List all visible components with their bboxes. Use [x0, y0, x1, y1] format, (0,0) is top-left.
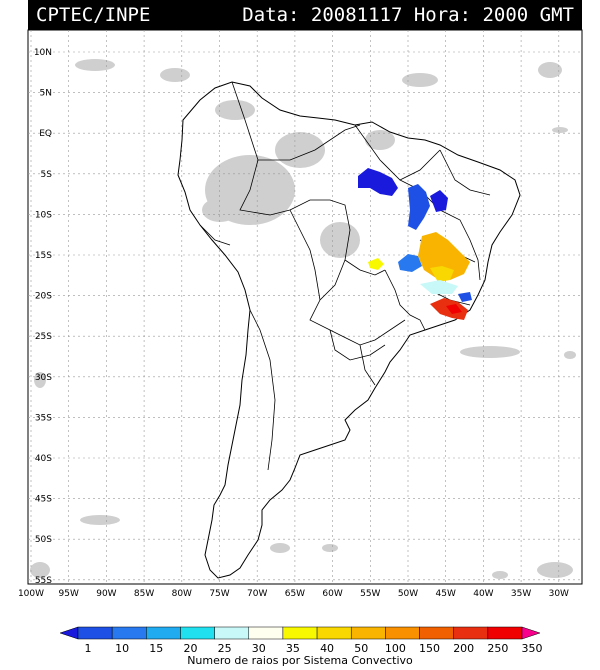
colorbar-tick-label: 35	[286, 642, 300, 655]
colorbar-segment	[77, 626, 113, 640]
storm-cluster-yellow-west	[368, 258, 384, 270]
colorbar-tick-label: 250	[487, 642, 508, 655]
colorbar-tick-label: 25	[218, 642, 232, 655]
date-time-label: Data: 20081117 Hora: 2000 GMT	[242, 4, 574, 26]
longitude-label: 40W	[473, 589, 493, 599]
latitude-label: 35S	[35, 413, 52, 423]
latitude-label: 5S	[41, 170, 53, 180]
colorbar-tick-label: 350	[522, 642, 543, 655]
map-frame	[27, 29, 583, 585]
storm-cluster-yellow	[430, 266, 454, 282]
storm-cluster-blue-central	[408, 184, 430, 230]
colorbar-tick-label: 1	[85, 642, 92, 655]
storm-cluster-blue-south	[458, 292, 472, 302]
latitude-label: 10N	[34, 48, 52, 58]
colorbar-caption: Numero de raios por Sistema Convectivo	[187, 654, 413, 667]
colorbar-segment	[111, 626, 147, 640]
longitude-label: 50W	[398, 589, 418, 599]
colorbar-segment	[248, 626, 284, 640]
longitude-label: 80W	[172, 589, 192, 599]
graticule	[28, 30, 582, 584]
colorbar-tick-label: 200	[453, 642, 474, 655]
colorbar	[59, 626, 541, 640]
colorbar-tick-labels: 1 10 15 20 25 30 35 40 50 100 150 200 250 350	[85, 642, 543, 655]
longitude-label: 75W	[209, 589, 229, 599]
colorbar-segment	[385, 626, 420, 640]
source-label: CPTEC/INPE	[36, 4, 151, 26]
latitude-label: 45S	[35, 495, 52, 505]
colorbar-tick-label: 40	[320, 642, 334, 655]
latitude-label: 40S	[35, 454, 52, 464]
colorbar-tick-label: 100	[385, 642, 406, 655]
colorbar-tick-label: 10	[115, 642, 129, 655]
storm-cluster-blue-east	[430, 190, 448, 212]
title-bar: CPTEC/INPE Data: 20081117 Hora: 2000 GMT	[28, 0, 582, 30]
colorbar-arrow-low	[59, 626, 79, 640]
storm-cluster-blue-north	[358, 168, 398, 196]
longitude-label: 65W	[285, 589, 305, 599]
colorbar-segment	[350, 626, 386, 640]
colorbar-segment	[214, 626, 250, 640]
latitude-label: 30S	[35, 373, 52, 383]
colorbar-segment	[180, 626, 215, 640]
longitude-label: 95W	[59, 589, 79, 599]
storm-cluster-lightblue	[398, 254, 422, 272]
colorbar-tick-label: 30	[252, 642, 266, 655]
colorbar-tick-label: 150	[419, 642, 440, 655]
longitude-label: 60W	[322, 589, 342, 599]
colorbar-segment	[282, 626, 318, 640]
latitude-label: 55S	[35, 576, 52, 586]
colorbar-arrow-high	[521, 626, 541, 640]
country-borders	[199, 81, 491, 471]
longitude-label: 35W	[511, 589, 531, 599]
longitude-label: 45W	[436, 589, 456, 599]
colorbar-segment	[453, 626, 489, 640]
longitude-label: 30W	[549, 589, 569, 599]
continent-outline	[177, 81, 521, 579]
colorbar-segment	[487, 626, 523, 640]
colorbar-segment	[146, 626, 181, 640]
longitude-label: 85W	[134, 589, 154, 599]
latitude-label: EQ	[39, 129, 52, 139]
storm-cluster-cyan-south	[420, 280, 458, 294]
longitude-label: 90W	[96, 589, 116, 599]
colorbar-segment	[316, 626, 352, 640]
latitude-label: 50S	[35, 535, 52, 545]
latitude-label: 20S	[35, 292, 52, 302]
storm-cluster-darkred	[446, 304, 462, 314]
colorbar-tick-label: 50	[354, 642, 368, 655]
latitude-label: 15S	[35, 251, 52, 261]
latitude-labels: 10N 5N EQ 5S 10S 15S 20S 25S 30S 35S 40S 45S 50S 55S	[34, 48, 52, 586]
colorbar-tick-label: 15	[149, 642, 163, 655]
latitude-label: 5N	[40, 89, 52, 99]
colorbar-segment	[419, 626, 454, 640]
longitude-label: 100W	[18, 589, 44, 599]
latitude-label: 10S	[35, 210, 52, 220]
latitude-label: 25S	[35, 332, 52, 342]
longitude-label: 55W	[360, 589, 380, 599]
colorbar-tick-label: 20	[183, 642, 197, 655]
longitude-labels: 100W 95W 90W 85W 80W 75W 70W 65W 60W 55W 50W 45W 40W…	[18, 589, 569, 599]
longitude-label: 70W	[247, 589, 267, 599]
convective-systems	[358, 168, 472, 320]
